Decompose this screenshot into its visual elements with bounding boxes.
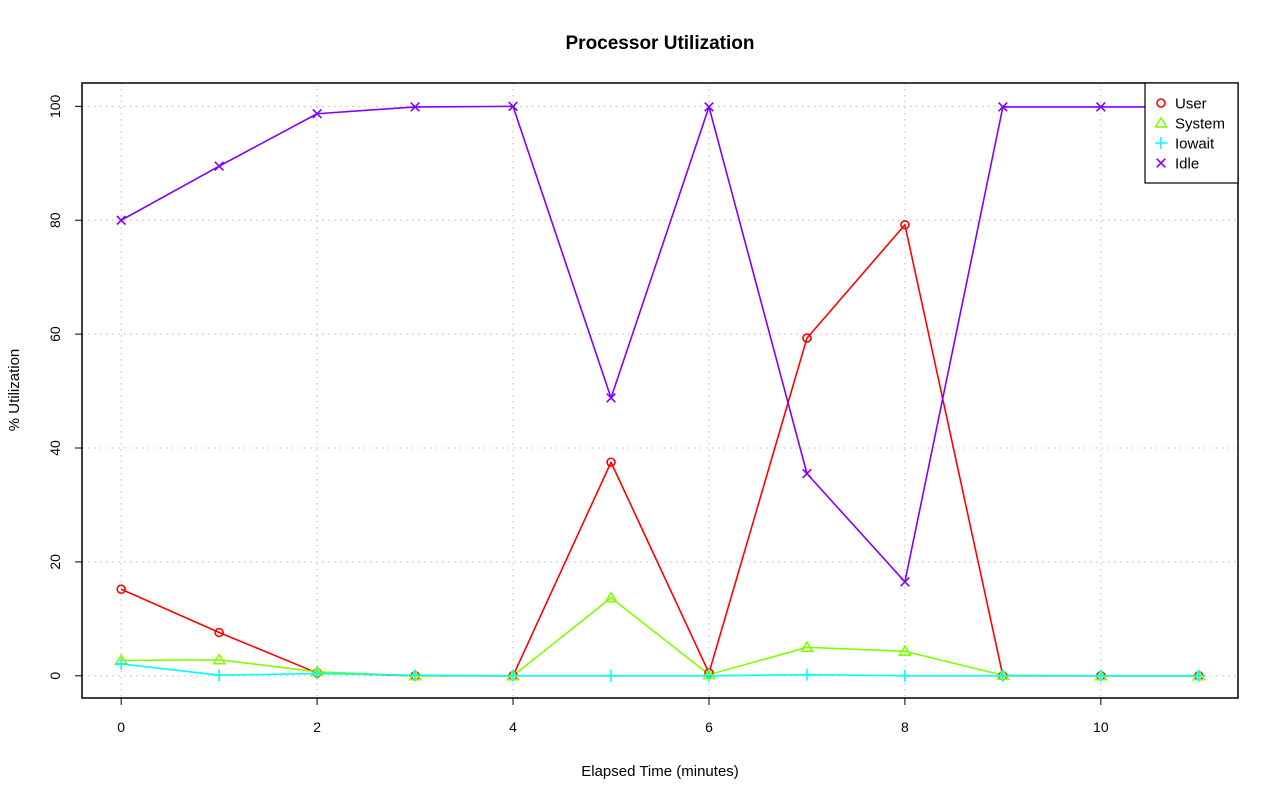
data-point-iowait [409,669,422,682]
legend-label-idle: Idle [1175,155,1199,172]
x-tick-label: 8 [901,719,909,735]
data-point-idle [900,576,910,587]
x-tick-label: 10 [1093,719,1109,735]
legend-symbol-system [1154,116,1168,128]
data-point-iowait [311,667,324,680]
series-line-idle [120,105,1199,583]
data-point-user [900,219,910,230]
data-point-idle [998,102,1008,112]
data-point-iowait [996,669,1009,682]
data-point-user [116,584,126,595]
legend: User System Iowait Idle [1144,82,1239,184]
x-tick-label: 2 [313,719,321,735]
x-tick-label: 4 [509,719,517,735]
series-markers [114,101,1206,682]
y-tick-label: 20 [47,554,63,570]
data-point-iowait [1094,669,1107,682]
data-point-user [802,333,812,343]
plot-frame [81,82,1239,699]
data-point-idle [704,102,714,112]
data-point-idle [214,161,225,172]
y-axis-title: % Utilization [6,349,23,432]
grid-lines [82,83,1238,698]
legend-symbol-idle [1156,158,1166,168]
data-point-idle [508,101,518,112]
y-tick-label: 40 [47,440,63,456]
x-axis-title: Elapsed Time (minutes) [581,763,739,780]
data-point-idle [410,102,420,112]
y-tick-label: 100 [47,94,63,118]
x-tick-label: 0 [117,719,125,735]
y-tick-label: 80 [47,212,63,228]
data-point-iowait [800,668,813,681]
data-point-user [214,627,224,638]
data-point-iowait [702,669,715,682]
data-point-iowait [605,669,618,682]
data-point-system [212,653,227,665]
y-tick-label: 0 [47,672,63,680]
legend-symbol-iowait [1155,137,1167,149]
series-line-iowait [121,663,1199,677]
data-point-system [604,591,618,603]
data-point-iowait [213,669,226,682]
legend-label-user: User [1175,95,1207,112]
data-point-idle [802,468,812,479]
x-axis: 0 2 4 6 8 10 [117,698,1109,735]
data-point-idle [116,215,127,226]
data-point-iowait [507,669,520,682]
data-point-system [898,644,912,657]
data-point-iowait [1192,669,1205,682]
data-point-idle [606,393,616,403]
data-point-system [800,640,814,653]
data-point-user [606,457,616,468]
series-lines [120,105,1199,677]
legend-symbol-user [1156,98,1166,108]
legend-label-system: System [1175,115,1225,132]
data-point-iowait [115,657,128,670]
data-point-idle [1095,102,1106,112]
chart-title: Processor Utilization [566,33,755,54]
data-point-idle [312,108,322,119]
data-point-iowait [898,669,911,682]
x-tick-label: 6 [705,719,713,735]
y-axis: 0 20 40 60 80 100 [47,94,82,680]
y-tick-label: 60 [47,326,63,342]
legend-label-iowait: Iowait [1175,135,1215,152]
